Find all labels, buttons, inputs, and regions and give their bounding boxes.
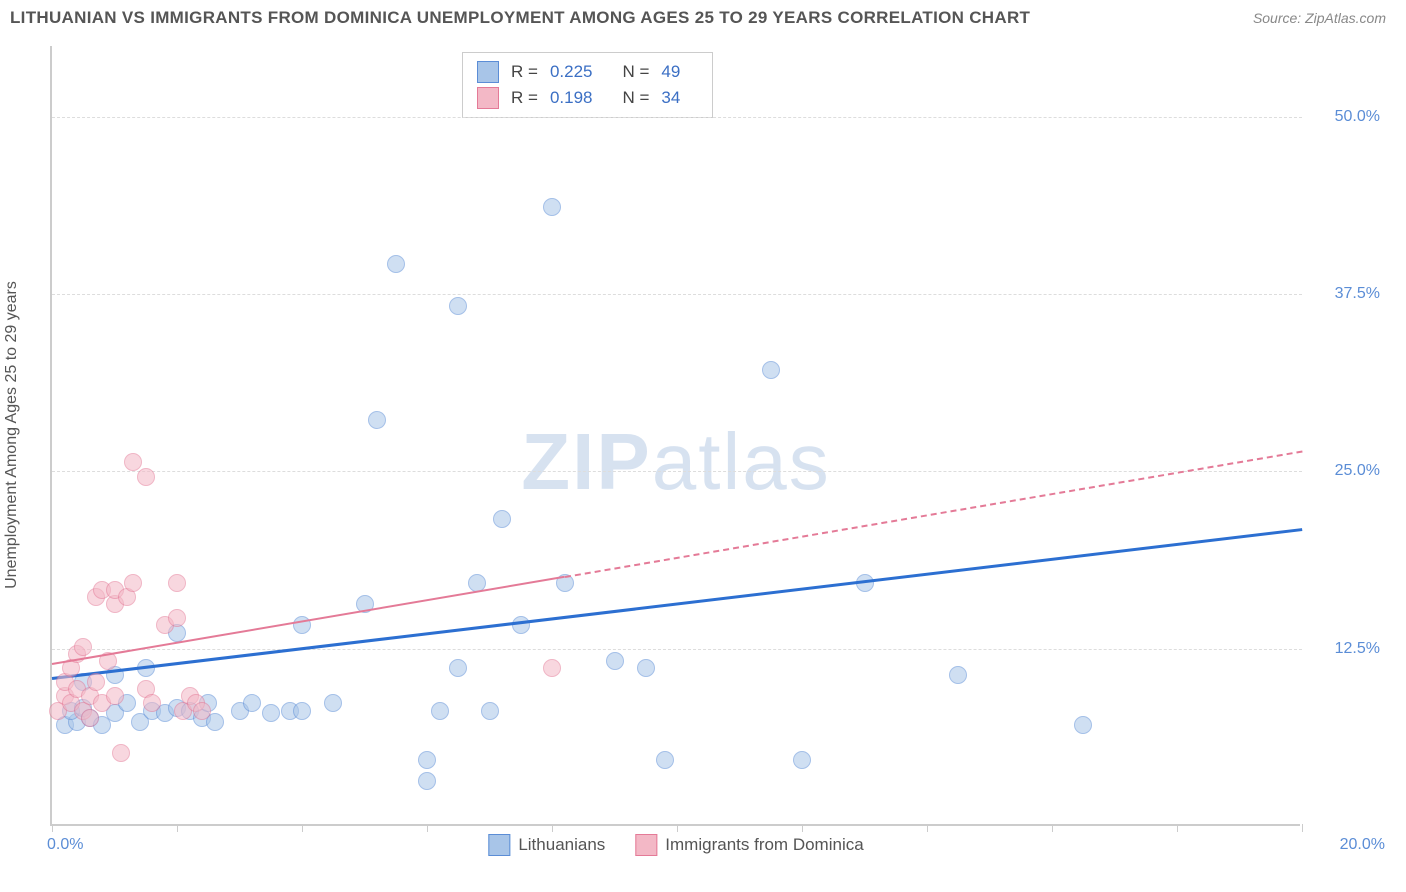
x-tick: [302, 824, 303, 832]
y-axis-label: Unemployment Among Ages 25 to 29 years: [3, 281, 21, 589]
data-point: [543, 198, 561, 216]
data-point: [449, 659, 467, 677]
data-point: [512, 616, 530, 634]
stats-row: R = 0.198 N = 34: [477, 85, 698, 111]
x-tick: [927, 824, 928, 832]
chart-title: LITHUANIAN VS IMMIGRANTS FROM DOMINICA U…: [10, 8, 1030, 28]
r-label: R =: [511, 62, 538, 82]
data-point: [143, 694, 161, 712]
x-tick: [552, 824, 553, 832]
data-point: [418, 772, 436, 790]
data-point: [124, 574, 142, 592]
data-point: [387, 255, 405, 273]
data-point: [949, 666, 967, 684]
legend-label: Immigrants from Dominica: [665, 835, 863, 855]
data-point: [481, 702, 499, 720]
stats-row: R = 0.225 N = 49: [477, 59, 698, 85]
data-point: [656, 751, 674, 769]
stats-legend-box: R = 0.225 N = 49 R = 0.198 N = 34: [462, 52, 713, 118]
n-value: 49: [661, 62, 680, 82]
data-point: [262, 704, 280, 722]
plot-area: Unemployment Among Ages 25 to 29 years Z…: [50, 46, 1300, 826]
grid-line: [52, 649, 1302, 650]
x-tick: [1177, 824, 1178, 832]
data-point: [1074, 716, 1092, 734]
data-point: [793, 751, 811, 769]
series-swatch: [477, 61, 499, 83]
data-point: [543, 659, 561, 677]
data-point: [431, 702, 449, 720]
data-point: [112, 744, 130, 762]
data-point: [493, 510, 511, 528]
data-point: [243, 694, 261, 712]
y-tick-label: 50.0%: [1335, 108, 1380, 126]
data-point: [637, 659, 655, 677]
grid-line: [52, 294, 1302, 295]
y-tick-label: 25.0%: [1335, 462, 1380, 480]
data-point: [606, 652, 624, 670]
data-point: [449, 297, 467, 315]
trend-line: [52, 528, 1302, 680]
data-point: [87, 673, 105, 691]
y-tick-label: 37.5%: [1335, 285, 1380, 303]
data-point: [193, 702, 211, 720]
data-point: [74, 638, 92, 656]
data-point: [418, 751, 436, 769]
grid-line: [52, 117, 1302, 118]
grid-line: [52, 471, 1302, 472]
legend-item: Lithuanians: [488, 834, 605, 856]
r-value: 0.225: [550, 62, 593, 82]
n-value: 34: [661, 88, 680, 108]
data-point: [168, 609, 186, 627]
data-point: [368, 411, 386, 429]
data-point: [762, 361, 780, 379]
n-label: N =: [622, 88, 649, 108]
bottom-legend: Lithuanians Immigrants from Dominica: [488, 834, 863, 856]
data-point: [324, 694, 342, 712]
x-tick: [802, 824, 803, 832]
x-tick: [427, 824, 428, 832]
legend-swatch: [635, 834, 657, 856]
chart-container: Unemployment Among Ages 25 to 29 years Z…: [50, 46, 1390, 856]
x-axis-max-label: 20.0%: [1340, 836, 1385, 854]
series-swatch: [477, 87, 499, 109]
data-point: [106, 687, 124, 705]
legend-swatch: [488, 834, 510, 856]
x-tick: [1052, 824, 1053, 832]
r-label: R =: [511, 88, 538, 108]
x-tick: [177, 824, 178, 832]
watermark: ZIPatlas: [521, 416, 830, 508]
x-tick: [677, 824, 678, 832]
x-tick: [52, 824, 53, 832]
data-point: [137, 468, 155, 486]
legend-item: Immigrants from Dominica: [635, 834, 863, 856]
x-tick: [1302, 824, 1303, 832]
n-label: N =: [622, 62, 649, 82]
trend-line: [564, 450, 1302, 577]
data-point: [168, 574, 186, 592]
x-axis-min-label: 0.0%: [47, 836, 83, 854]
data-point: [81, 709, 99, 727]
data-point: [293, 702, 311, 720]
legend-label: Lithuanians: [518, 835, 605, 855]
source-attribution: Source: ZipAtlas.com: [1253, 10, 1386, 26]
r-value: 0.198: [550, 88, 593, 108]
y-tick-label: 12.5%: [1335, 640, 1380, 658]
